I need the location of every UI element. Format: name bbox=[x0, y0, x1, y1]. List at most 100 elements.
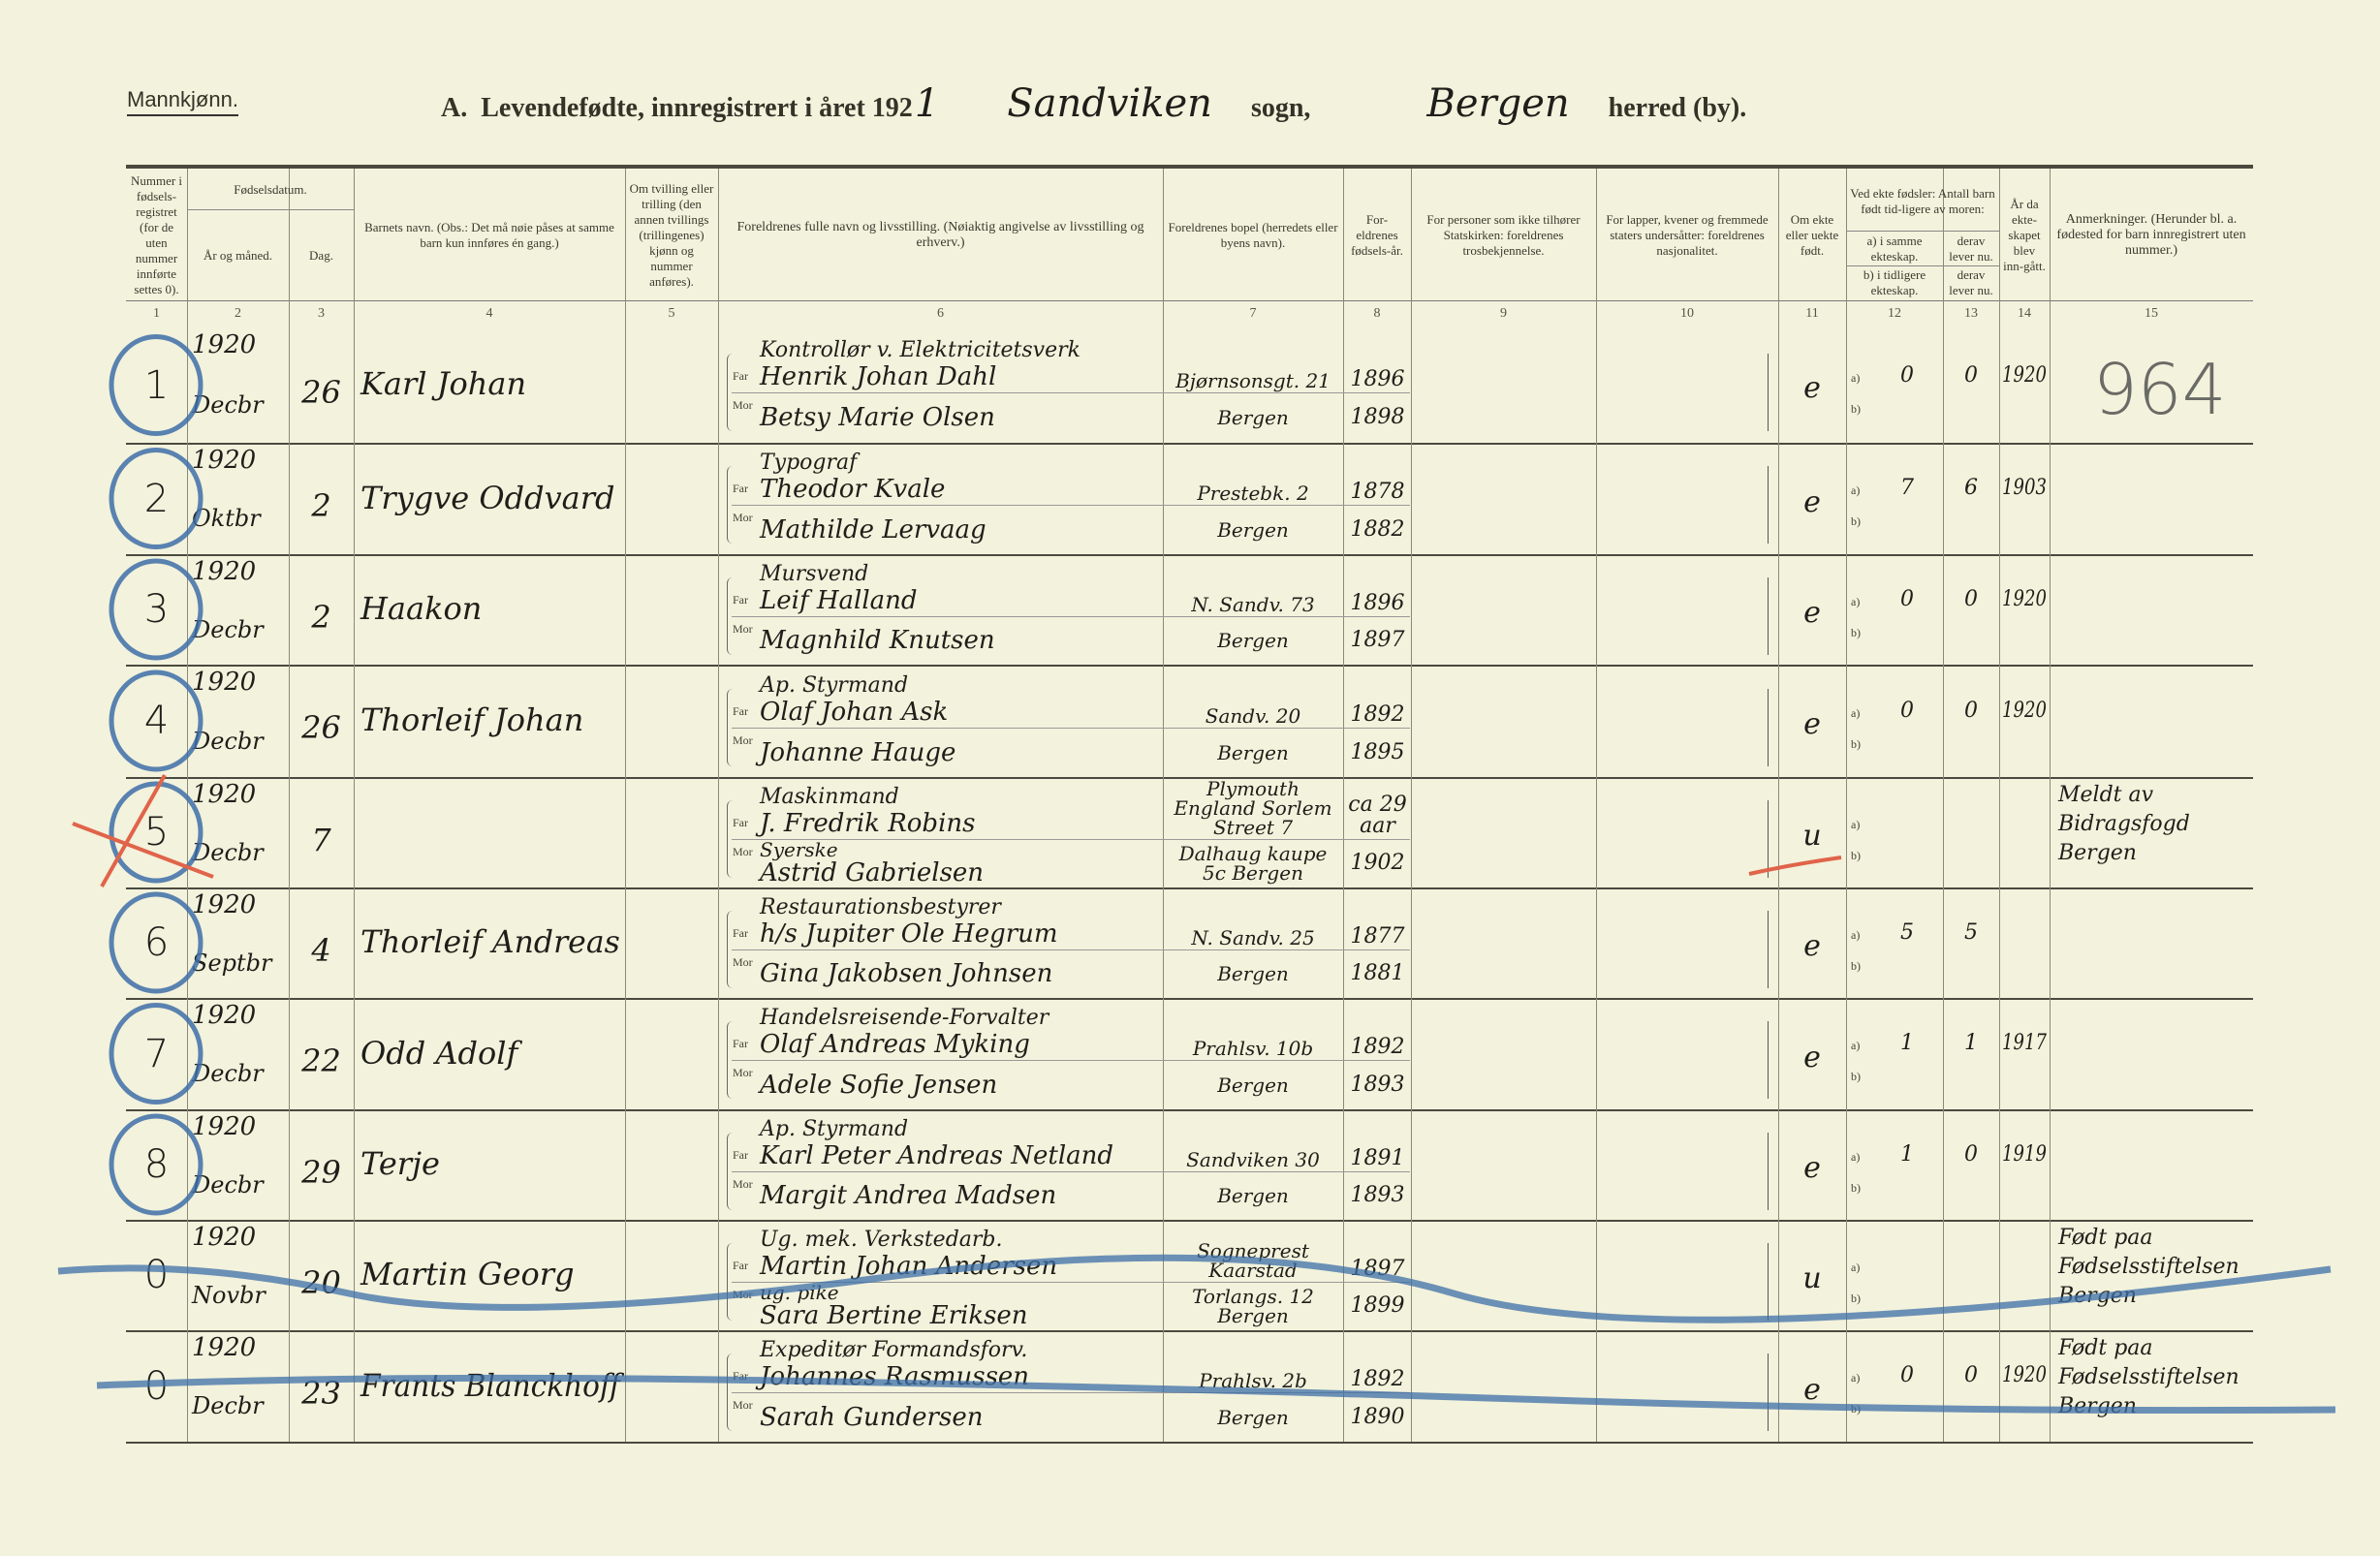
marriage-year: 1920 bbox=[2002, 363, 2047, 388]
father-birth-year: 1892 bbox=[1350, 702, 1405, 727]
parish-handwritten: Sandviken bbox=[1007, 81, 1212, 126]
mother-name: Mathilde Lervaag bbox=[760, 514, 986, 545]
column-header-10: For lapper, kvener og fremmede staters u… bbox=[1606, 212, 1769, 258]
legitimacy: u bbox=[1802, 1261, 1822, 1295]
mother-address: Torlangs. 12 Bergen bbox=[1192, 1285, 1314, 1327]
mother-occupation: Syerske bbox=[760, 838, 838, 861]
father-address-block: Sandviken 30 bbox=[1167, 1111, 1339, 1169]
father-name: Olaf Johan Ask bbox=[760, 698, 949, 727]
children-same-marriage: 0 bbox=[1900, 699, 1914, 723]
a-label: a) bbox=[1851, 595, 1861, 608]
brace-right bbox=[1762, 577, 1769, 655]
far-label: Far bbox=[733, 1259, 748, 1272]
mother-address: Bergen bbox=[1217, 962, 1289, 985]
column-header-6: Foreldrenes fulle navn og livsstilling. … bbox=[736, 220, 1144, 250]
column-number: 6 bbox=[937, 306, 944, 321]
legitimacy: u bbox=[1802, 819, 1822, 853]
legitimacy: e bbox=[1803, 1373, 1821, 1407]
children-same-marriage: 0 bbox=[1900, 1363, 1914, 1387]
father-year-block: 1896 bbox=[1346, 556, 1409, 614]
father-name: Leif Halland bbox=[760, 586, 918, 615]
children-same-marriage: 5 bbox=[1900, 920, 1914, 945]
mother-occupation: ug. pike bbox=[760, 1281, 839, 1304]
register-number: 4 bbox=[143, 699, 170, 743]
father-occupation: Mursvend bbox=[760, 562, 869, 586]
register-number: 0 bbox=[143, 1253, 170, 1297]
mother-birth-year: 1893 bbox=[1350, 1072, 1405, 1097]
column-header-5: Om tvilling eller trilling (den annen tv… bbox=[629, 181, 714, 289]
birth-month: Decbr bbox=[192, 728, 264, 755]
column-number: 8 bbox=[1373, 306, 1381, 321]
brace-right bbox=[1762, 1354, 1769, 1431]
father-address: Sogneprest Kaarstad bbox=[1197, 1239, 1309, 1282]
mother-birth-year: 1902 bbox=[1350, 851, 1405, 875]
column-header-13: derav lever nu. bbox=[1949, 233, 1993, 264]
father-address: N. Sandv. 73 bbox=[1191, 593, 1315, 616]
father-year-block: 1892 bbox=[1346, 1000, 1409, 1058]
mor-label: Mor bbox=[733, 1177, 753, 1191]
father-address: N. Sandv. 25 bbox=[1191, 926, 1315, 949]
column-header-12b: b) i tidligere ekteskap. bbox=[1863, 267, 1926, 297]
marriage-year: 1903 bbox=[2002, 476, 2047, 500]
register-number: 0 bbox=[143, 1364, 170, 1409]
children-same-marriage: 0 bbox=[1900, 587, 1914, 611]
mother-year-block: 1893 bbox=[1346, 1062, 1409, 1107]
register-number: 1 bbox=[143, 363, 170, 408]
father-block: Ap. Styrmand Karl Peter Andreas Netland bbox=[760, 1111, 1157, 1171]
row-divider bbox=[126, 1220, 2253, 1222]
father-address-block: Plymouth England Sorlem Street 7 bbox=[1167, 779, 1339, 837]
brace bbox=[727, 911, 734, 988]
marriage-year: 1920 bbox=[2002, 699, 2047, 723]
mother-address-block: Torlangs. 12 Bergen bbox=[1167, 1284, 1339, 1328]
column-divider bbox=[625, 169, 626, 1442]
far-label: Far bbox=[733, 926, 748, 940]
group-rule bbox=[1846, 265, 1999, 266]
mother-block: ug. pike Sara Bertine Eriksen bbox=[760, 1281, 1157, 1329]
father-birth-year: 1877 bbox=[1350, 924, 1405, 949]
birth-month: Septbr bbox=[192, 949, 272, 977]
children-living: 6 bbox=[1964, 476, 1978, 500]
children-living: 0 bbox=[1964, 587, 1978, 611]
mother-birth-year: 1893 bbox=[1350, 1183, 1405, 1207]
father-occupation: Expeditør Formandsforv. bbox=[760, 1338, 1028, 1362]
column-divider bbox=[289, 169, 290, 1442]
group-rule bbox=[187, 209, 354, 210]
b-label: b) bbox=[1851, 1402, 1861, 1416]
birth-month: Decbr bbox=[192, 391, 264, 419]
marriage-year: 1917 bbox=[2002, 1031, 2047, 1055]
father-year-block: 1896 bbox=[1346, 329, 1409, 390]
father-address-block: Prahlsv. 2b bbox=[1167, 1332, 1339, 1390]
children-same-marriage: 0 bbox=[1900, 363, 1914, 388]
mother-birth-year: 1895 bbox=[1350, 739, 1405, 764]
father-name: Karl Peter Andreas Netland bbox=[760, 1141, 1114, 1170]
father-address-block: Bjørnsonsgt. 21 bbox=[1167, 329, 1339, 390]
birth-day: 2 bbox=[311, 487, 331, 524]
far-label: Far bbox=[733, 704, 748, 718]
parent-divider bbox=[732, 839, 1410, 840]
gender-label: Mannkjønn. bbox=[127, 87, 238, 116]
father-address: Prahlsv. 10b bbox=[1192, 1037, 1314, 1060]
a-label: a) bbox=[1851, 483, 1861, 497]
children-living: 0 bbox=[1964, 1363, 1978, 1387]
form-title: A. Levendefødte, innregistrert i året 19… bbox=[441, 93, 913, 123]
parent-divider bbox=[732, 1171, 1410, 1172]
mother-year-block: 1895 bbox=[1346, 730, 1409, 775]
mother-address: Bergen bbox=[1217, 517, 1289, 542]
far-label: Far bbox=[733, 482, 748, 495]
mother-address: Bergen bbox=[1217, 1405, 1289, 1429]
mother-address: Bergen bbox=[1217, 406, 1289, 429]
parent-divider bbox=[732, 949, 1410, 950]
brace bbox=[727, 466, 734, 544]
parent-divider bbox=[732, 1392, 1410, 1393]
father-address: Prahlsv. 2b bbox=[1199, 1369, 1307, 1392]
father-occupation: Restaurationsbestyrer bbox=[760, 895, 1001, 919]
district-label: herred (by). bbox=[1608, 93, 1747, 123]
header-bottom-rule bbox=[126, 300, 2253, 301]
register-number: 5 bbox=[143, 810, 170, 855]
father-address-block: Sandv. 20 bbox=[1167, 667, 1339, 726]
child-name: Thorleif Johan bbox=[360, 701, 584, 738]
mor-label: Mor bbox=[733, 398, 753, 412]
remark: Født paa Fødselsstiftelsen Bergen bbox=[2058, 1226, 2239, 1308]
birth-day: 20 bbox=[301, 1264, 341, 1301]
mor-label: Mor bbox=[733, 511, 753, 524]
